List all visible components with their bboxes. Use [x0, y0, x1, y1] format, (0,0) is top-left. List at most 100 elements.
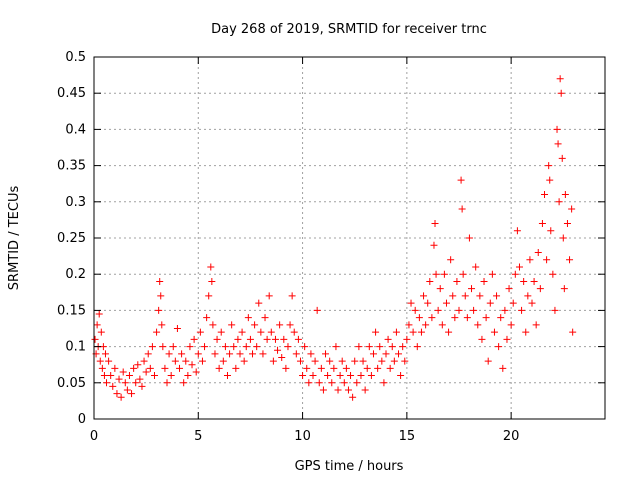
data-point: [91, 335, 99, 343]
data-point: [301, 343, 309, 351]
data-point: [142, 368, 150, 376]
data-point: [369, 350, 377, 358]
data-point: [520, 277, 528, 285]
data-point: [146, 364, 154, 372]
data-point: [340, 379, 348, 387]
data-point: [374, 364, 382, 372]
data-point: [497, 314, 505, 322]
data-point: [353, 379, 361, 387]
data-point: [105, 357, 113, 365]
data-point: [388, 343, 396, 351]
data-point: [144, 350, 152, 358]
data-point: [336, 372, 344, 380]
y-tick-label: 0.2: [65, 267, 86, 282]
data-point: [428, 314, 436, 322]
data-point: [99, 343, 107, 351]
data-point: [182, 357, 190, 365]
data-point: [130, 364, 138, 372]
data-point: [232, 364, 240, 372]
data-point: [532, 321, 540, 329]
data-point: [376, 343, 384, 351]
chart-title: Day 268 of 2019, SRMTID for receiver trn…: [211, 22, 487, 37]
data-point: [207, 263, 215, 271]
data-point: [167, 372, 175, 380]
data-point: [361, 386, 369, 394]
data-point: [367, 372, 375, 380]
data-point: [461, 292, 469, 300]
data-point: [93, 321, 101, 329]
data-point: [522, 328, 530, 336]
data-point: [484, 357, 492, 365]
data-point: [511, 270, 519, 278]
data-point: [134, 361, 142, 369]
data-point: [426, 277, 434, 285]
data-point: [123, 386, 131, 394]
data-point: [148, 343, 156, 351]
data-point: [107, 372, 115, 380]
data-point: [430, 241, 438, 249]
data-point: [309, 372, 317, 380]
data-point: [136, 375, 144, 383]
data-point: [117, 393, 125, 401]
data-point: [269, 357, 277, 365]
data-point: [180, 379, 188, 387]
data-point: [458, 205, 466, 213]
data-point: [495, 343, 503, 351]
data-point: [173, 325, 181, 332]
data-point: [263, 335, 271, 343]
data-point: [311, 357, 319, 365]
data-point: [249, 350, 257, 358]
data-point: [138, 382, 146, 390]
data-point: [103, 379, 111, 387]
data-point: [163, 379, 171, 387]
data-point: [561, 191, 569, 199]
data-point: [476, 292, 484, 300]
data-point: [290, 328, 298, 336]
data-point: [244, 314, 252, 322]
data-point: [265, 292, 273, 300]
data-point: [165, 350, 173, 358]
data-point: [554, 140, 562, 148]
data-point: [157, 292, 165, 300]
data-point: [286, 321, 294, 329]
data-point: [415, 314, 423, 322]
data-point: [513, 227, 521, 235]
data-point: [98, 364, 106, 372]
data-point: [240, 357, 248, 365]
data-point: [128, 390, 136, 398]
data-point: [188, 361, 196, 369]
data-point: [171, 357, 179, 365]
data-point: [351, 357, 359, 365]
y-tick-label: 0.15: [57, 303, 86, 318]
data-point: [417, 328, 425, 336]
x-tick-label: 0: [90, 429, 98, 444]
data-point: [109, 382, 117, 390]
data-point: [178, 350, 186, 358]
data-point: [459, 270, 467, 278]
data-point: [424, 299, 432, 307]
data-point: [140, 357, 148, 365]
data-point: [95, 310, 103, 318]
data-point: [184, 372, 192, 380]
y-tick-label: 0.4: [65, 122, 86, 137]
data-point: [560, 285, 568, 293]
data-point: [472, 263, 480, 271]
data-point: [449, 292, 457, 300]
data-point: [399, 343, 407, 351]
data-point: [474, 321, 482, 329]
data-point: [217, 328, 225, 336]
data-point: [338, 357, 346, 365]
data-point: [213, 335, 221, 343]
data-point: [280, 335, 288, 343]
data-point: [432, 270, 440, 278]
data-point: [294, 335, 302, 343]
data-point: [453, 277, 461, 285]
data-point: [436, 285, 444, 293]
data-point: [553, 125, 561, 133]
data-point: [330, 364, 338, 372]
data-point: [347, 372, 355, 380]
data-point: [234, 335, 242, 343]
data-point: [155, 306, 163, 314]
